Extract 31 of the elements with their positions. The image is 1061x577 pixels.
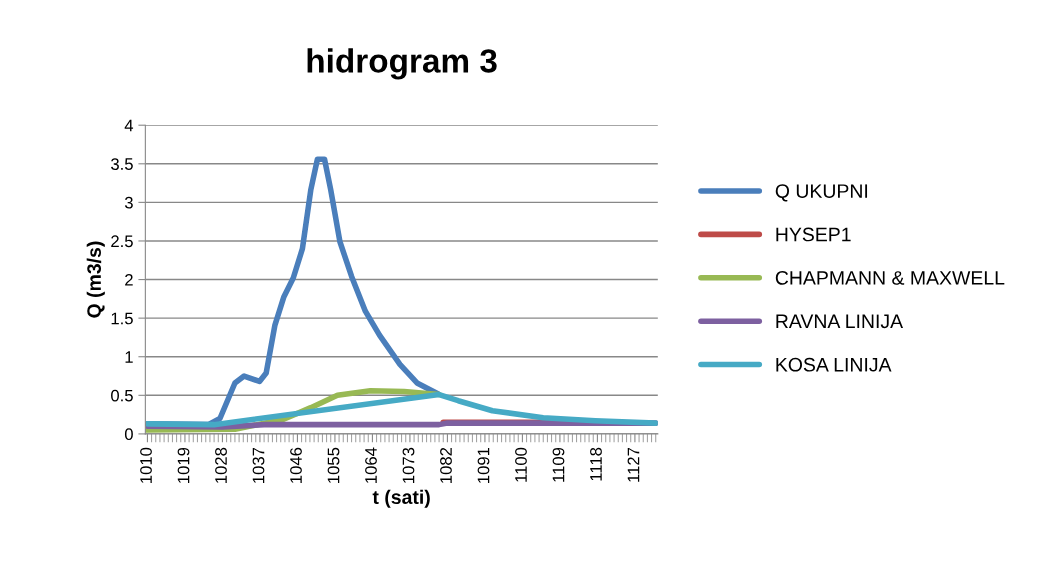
chart-title: hidrogram 3 <box>307 48 497 80</box>
x-tick-label: 1046 <box>290 447 302 483</box>
legend-label: RAVNA LINIJA <box>776 314 904 329</box>
x-tick-label: 1082 <box>440 447 452 483</box>
y-tick-label: 2.5 <box>111 235 133 248</box>
y-tick-label: 0.5 <box>111 389 133 402</box>
x-tick-label: 1109 <box>552 447 565 482</box>
y-tick-label: 3 <box>124 196 133 209</box>
x-axis-title: t (sati) <box>372 489 430 508</box>
x-tick-label: 1100 <box>515 447 527 482</box>
legend-label: HYSEP1 <box>776 227 851 242</box>
x-tick-label: 1073 <box>402 447 415 483</box>
x-tick-label: 1064 <box>365 447 377 483</box>
x-tick-label: 1118 <box>590 447 602 481</box>
x-tick-label: 1127 <box>627 447 640 482</box>
legend-label: KOSA LINIJA <box>776 357 892 372</box>
x-tick-label: 1037 <box>252 447 265 483</box>
legend-label: CHAPMANN & MAXWELL <box>775 271 1005 285</box>
legend-label: Q UKUPNI <box>775 184 868 202</box>
y-tick-label: 1.5 <box>111 312 133 325</box>
y-axis-title: Q (m3/s) <box>86 241 105 318</box>
y-tick-label: 2 <box>125 273 133 286</box>
x-tick-label: 1010 <box>140 447 152 483</box>
y-tick-label: 1 <box>125 351 133 363</box>
x-tick-label: 1019 <box>177 447 190 483</box>
y-tick-label: 0 <box>124 428 133 441</box>
x-tick-label: 1091 <box>477 447 490 483</box>
x-tick-label: 1055 <box>327 447 340 483</box>
y-tick-label: 3.5 <box>111 158 133 170</box>
x-tick-label: 1028 <box>215 447 227 483</box>
y-tick-label: 4 <box>124 119 134 132</box>
